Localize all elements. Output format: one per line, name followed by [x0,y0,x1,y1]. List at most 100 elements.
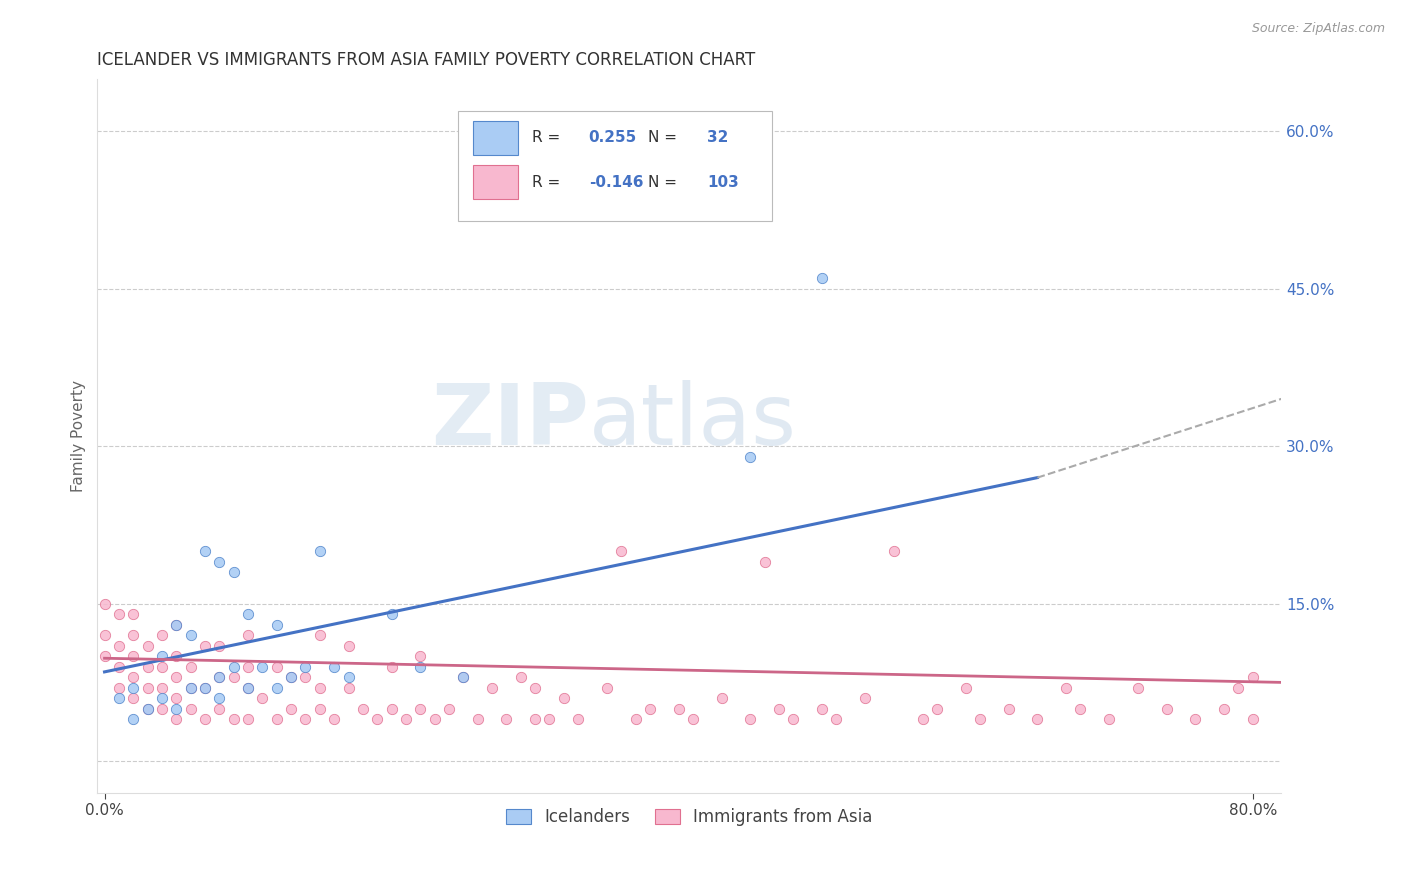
Point [1213,701,1236,715]
Point [222,670,245,684]
Point [108,659,131,673]
Point [122,681,145,695]
Point [236,712,259,726]
Point [1054,681,1077,695]
Point [122,607,145,621]
Point [337,670,360,684]
Point [208,701,231,715]
FancyBboxPatch shape [472,120,517,155]
Point [481,681,503,695]
Point [208,555,231,569]
Point [150,628,173,642]
Point [180,628,202,642]
Point [165,691,187,706]
Point [180,681,202,695]
Point [955,681,977,695]
Point [624,712,647,726]
Point [754,555,776,569]
Point [740,450,762,464]
Point [150,701,173,715]
Point [165,617,187,632]
Point [222,565,245,579]
Point [323,659,346,673]
Point [710,691,733,706]
Point [437,701,460,715]
Point [194,681,217,695]
Point [280,701,302,715]
Point [352,701,374,715]
Point [150,681,173,695]
Point [1069,701,1091,715]
Point [294,659,316,673]
Point [538,712,561,726]
Point [1156,701,1178,715]
Point [323,712,346,726]
Point [222,712,245,726]
Point [165,670,187,684]
Point [136,701,159,715]
Point [208,670,231,684]
Point [266,681,288,695]
Point [495,712,517,726]
Point [825,712,848,726]
Text: -0.146: -0.146 [589,175,643,190]
Point [165,701,187,715]
Point [969,712,991,726]
Point [136,701,159,715]
Point [509,670,531,684]
Point [1098,712,1121,726]
Point [911,712,934,726]
Point [294,712,316,726]
Point [337,639,360,653]
Text: 0.255: 0.255 [589,130,637,145]
Point [122,691,145,706]
Text: ICELANDER VS IMMIGRANTS FROM ASIA FAMILY POVERTY CORRELATION CHART: ICELANDER VS IMMIGRANTS FROM ASIA FAMILY… [97,51,755,69]
Point [93,649,115,664]
Point [596,681,619,695]
Text: N =: N = [648,130,682,145]
Text: R =: R = [531,130,565,145]
Point [236,607,259,621]
Point [180,659,202,673]
Point [1241,712,1264,726]
Point [380,659,402,673]
Point [1241,670,1264,684]
Point [1184,712,1206,726]
Point [308,544,330,558]
Point [108,691,131,706]
Point [682,712,704,726]
Point [108,639,131,653]
Point [194,544,217,558]
Point [208,670,231,684]
Point [380,607,402,621]
Point [366,712,388,726]
Point [93,628,115,642]
Point [252,659,274,673]
Point [1227,681,1250,695]
Point [453,670,475,684]
Point [782,712,804,726]
Point [150,659,173,673]
Text: ZIP: ZIP [432,380,589,463]
Point [883,544,905,558]
Point [108,681,131,695]
Point [1126,681,1149,695]
Point [136,639,159,653]
Point [553,691,575,706]
Point [180,701,202,715]
Point [194,639,217,653]
Point [236,659,259,673]
FancyBboxPatch shape [458,111,772,221]
Point [165,617,187,632]
Point [1026,712,1049,726]
Point [280,670,302,684]
Point [409,649,432,664]
Point [122,712,145,726]
Point [337,681,360,695]
Point [236,681,259,695]
Text: 32: 32 [707,130,728,145]
Point [423,712,446,726]
Point [165,649,187,664]
Point [610,544,633,558]
Text: atlas: atlas [589,380,797,463]
